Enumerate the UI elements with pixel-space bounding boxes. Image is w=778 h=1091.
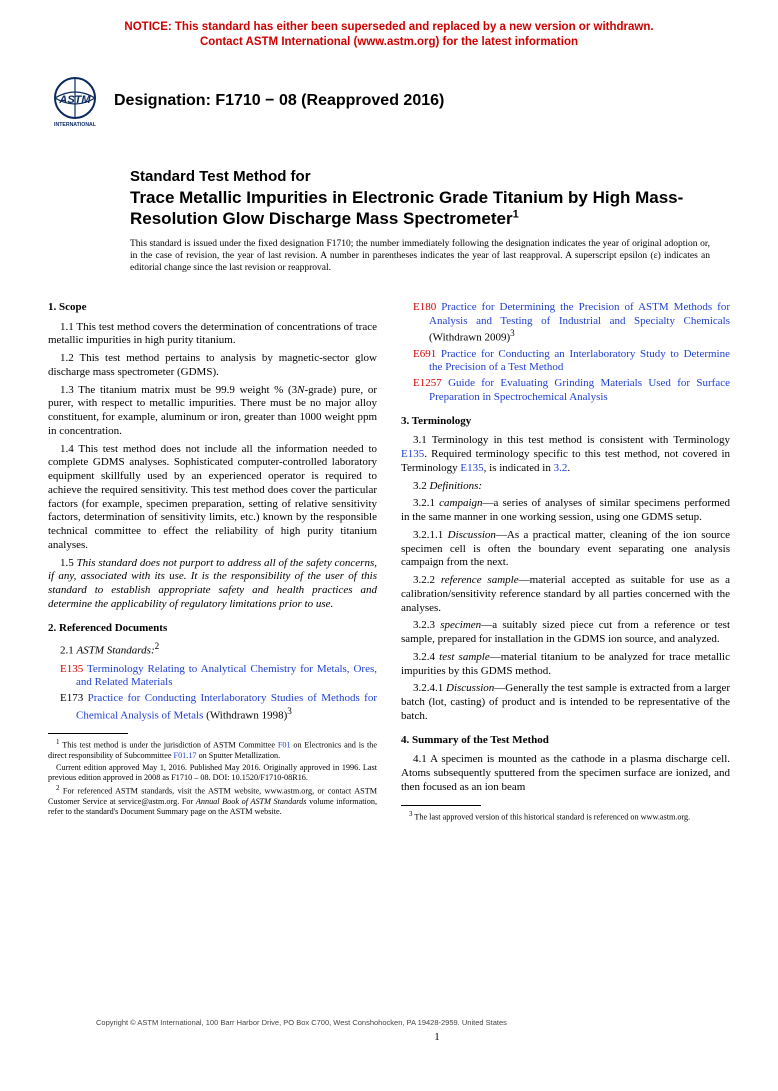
footnote-rule xyxy=(48,733,128,734)
section-2-head: 2. Referenced Documents xyxy=(48,622,377,636)
ref-title[interactable]: Practice for Conducting an Interlaborato… xyxy=(429,348,730,374)
para-3-2-4-1: 3.2.4.1 Discussion—Generally the test sa… xyxy=(401,682,730,723)
svg-text:ASTM: ASTM xyxy=(58,94,91,106)
page-number: 1 xyxy=(48,1031,778,1045)
title-lead: Standard Test Method for xyxy=(130,168,710,187)
astm-logo: ASTM INTERNATIONAL xyxy=(48,74,102,128)
ref-code[interactable]: E1257 xyxy=(413,377,442,389)
para-1-3: 1.3 The titanium matrix must be 99.9 wei… xyxy=(48,384,377,439)
ref-code: E173 xyxy=(60,692,83,704)
section-3-head: 3. Terminology xyxy=(401,415,730,429)
ref-e180: E180 Practice for Determining the Precis… xyxy=(401,301,730,346)
section-1-head: 1. Scope xyxy=(48,301,377,315)
footnote-3: 3 The last approved version of this hist… xyxy=(401,810,730,823)
designation-label: Designation: F1710 − 08 (Reapproved 2016… xyxy=(114,91,444,111)
ref-title[interactable]: Guide for Evaluating Grinding Materials … xyxy=(429,377,730,403)
para-3-2-4: 3.2.4 test sample—material titanium to b… xyxy=(401,651,730,679)
para-3-2-3: 3.2.3 specimen—a suitably sized piece cu… xyxy=(401,619,730,647)
footnote-2: 2 For referenced ASTM standards, visit t… xyxy=(48,784,377,816)
notice-line-1: NOTICE: This standard has either been su… xyxy=(124,21,653,33)
body-columns: 1. Scope 1.1 This test method covers the… xyxy=(48,301,730,822)
notice-line-2: Contact ASTM International (www.astm.org… xyxy=(200,36,578,48)
para-2-1: 2.1 ASTM Standards:2 xyxy=(48,641,377,658)
footnote-1b: Current edition approved May 1, 2016. Pu… xyxy=(48,763,377,783)
para-4-1: 4.1 A specimen is mounted as the cathode… xyxy=(401,753,730,794)
para-3-2-1: 3.2.1 campaign—a series of analyses of s… xyxy=(401,497,730,525)
ref-title[interactable]: Terminology Relating to Analytical Chemi… xyxy=(76,663,377,689)
para-1-1: 1.1 This test method covers the determin… xyxy=(48,321,377,349)
para-3-2: 3.2 Definitions: xyxy=(401,480,730,494)
ref-code[interactable]: E691 xyxy=(413,348,436,360)
para-3-1: 3.1 Terminology in this test method is c… xyxy=(401,434,730,475)
ref-e173: E173 Practice for Conducting Interlabora… xyxy=(48,692,377,723)
section-4-head: 4. Summary of the Test Method xyxy=(401,734,730,748)
copyright-line: Copyright © ASTM International, 100 Barr… xyxy=(96,1018,507,1027)
title-main: Trace Metallic Impurities in Electronic … xyxy=(130,187,710,230)
para-1-5: 1.5 This standard does not purport to ad… xyxy=(48,557,377,612)
ref-code[interactable]: E135 xyxy=(60,663,83,675)
issuance-note: This standard is issued under the fixed … xyxy=(130,239,710,275)
ref-code[interactable]: E180 xyxy=(413,301,436,313)
ref-e135: E135 Terminology Relating to Analytical … xyxy=(48,663,377,691)
para-3-2-1-1: 3.2.1.1 Discussion—As a practical matter… xyxy=(401,529,730,570)
para-1-4: 1.4 This test method does not include al… xyxy=(48,443,377,553)
para-1-2: 1.2 This test method pertains to analysi… xyxy=(48,352,377,380)
para-3-2-2: 3.2.2 reference sample—material accepted… xyxy=(401,574,730,615)
ref-title[interactable]: Practice for Determining the Precision o… xyxy=(429,301,730,327)
ref-e691: E691 Practice for Conducting an Interlab… xyxy=(401,348,730,376)
svg-text:INTERNATIONAL: INTERNATIONAL xyxy=(54,122,97,128)
header-row: ASTM INTERNATIONAL Designation: F1710 − … xyxy=(48,74,730,128)
footnote-rule-2 xyxy=(401,805,481,806)
ref-e1257: E1257 Guide for Evaluating Grinding Mate… xyxy=(401,377,730,405)
title-block: Standard Test Method for Trace Metallic … xyxy=(130,168,710,229)
notice-banner: NOTICE: This standard has either been su… xyxy=(48,20,730,50)
footnote-1: 1 This test method is under the jurisdic… xyxy=(48,738,377,760)
